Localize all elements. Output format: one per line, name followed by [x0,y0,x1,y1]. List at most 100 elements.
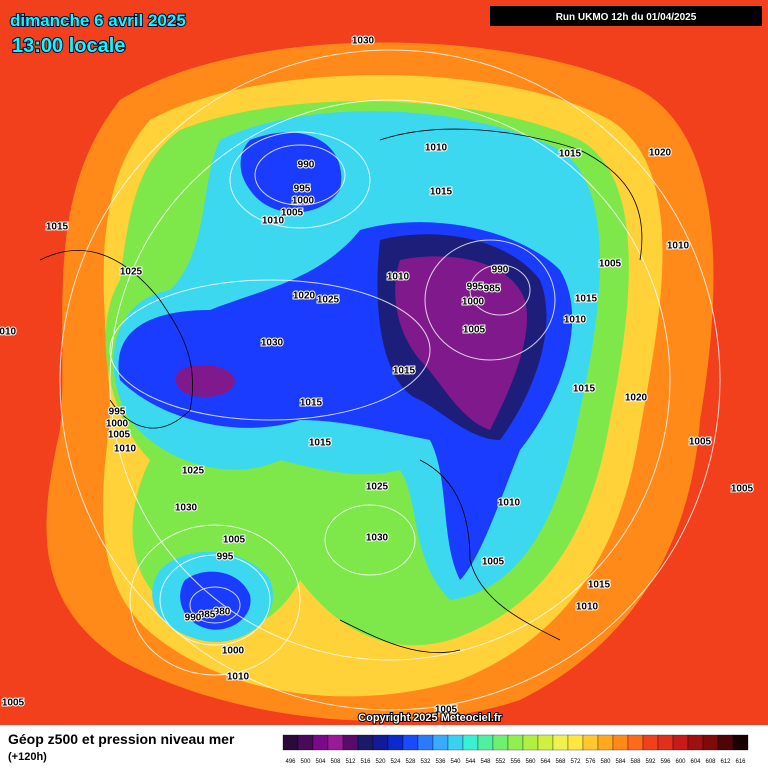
isobar-label: 1020 [293,291,316,302]
isobar-label: 1010 [262,216,285,227]
isobar-label: 1010 [498,498,521,509]
isobar-label: 1010 [564,315,587,326]
run-info: Run UKMO 12h du 01/04/2025 [556,12,697,23]
legend-swatch [342,734,359,751]
isobar-label: 1025 [120,267,143,278]
isobar-label: 1000 [462,297,485,308]
isobar-label: 1005 [223,535,246,546]
isobar-label: 1010 [227,672,250,683]
legend-swatch [447,734,464,751]
legend-swatch [372,734,389,751]
footer-title: Géop z500 et pression niveau mer [8,731,235,747]
isobar-label: 1010 [114,444,137,455]
legend-swatch [492,734,509,751]
legend-label: 576 [585,759,596,765]
isobar-label: 995 [217,552,234,563]
run-box [490,6,762,26]
legend-swatch [537,734,554,751]
purple-zone [395,256,527,430]
legend-swatch [312,734,329,751]
isobar-label: 1005 [731,484,754,495]
legend-swatch [657,734,674,751]
legend-label: 524 [390,759,401,765]
isobar-label: 1005 [2,698,25,709]
isobar-label: 1015 [300,398,323,409]
isobar-label: 1010 [425,143,448,154]
isobar-label: 1010 [576,602,599,613]
legend-swatch [432,734,449,751]
legend-label: 520 [375,759,386,765]
isobar-label: 985 [199,610,216,621]
legend-label: 504 [315,759,326,765]
isobar-label: 1010 [387,272,410,283]
coastlines [39,128,643,654]
isobar-label: 1020 [649,148,672,159]
legend-swatch [357,734,374,751]
isobar-label: 1000 [106,419,129,430]
isobar-label: 1000 [222,646,245,657]
legend-swatch [612,734,629,751]
map-date: dimanche 6 avril 2025 [10,11,186,30]
isobar-label: 1010 [0,327,17,338]
legend-label: 604 [690,759,701,765]
legend-swatch [687,734,704,751]
blue-low [180,571,251,630]
legend-swatch [582,734,599,751]
isobar-label: 990 [185,613,202,624]
isobar-label: 1015 [559,149,582,160]
isobar-label: 995 [109,407,126,418]
legend-label: 536 [435,759,446,765]
legend-swatch [402,734,419,751]
legend-label: 508 [330,759,341,765]
isobar-label: 1005 [463,325,486,336]
legend-swatch [717,734,734,751]
isobar-label: 1015 [46,222,69,233]
legend-swatch [672,734,689,751]
legend-label: 584 [615,759,626,765]
isobar-label: 1025 [182,466,205,477]
legend-swatch [642,734,659,751]
isobar-label: 1005 [281,208,304,219]
legend-swatch [462,734,479,751]
isobar-label: 1005 [599,259,622,270]
legend-label: 564 [540,759,551,765]
legend-swatch [387,734,404,751]
legend-label: 560 [525,759,536,765]
legend-swatch [297,734,314,751]
legend-label: 548 [480,759,491,765]
isobar-label: 1010 [667,241,690,252]
isobar-label: 1015 [309,438,332,449]
copyright: Copyright 2025 Meteociel.fr [358,712,502,724]
legend-swatch [282,734,299,751]
legend-label: 612 [720,759,731,765]
isobar-label: 1015 [573,384,596,395]
isobar-label: 1030 [366,533,389,544]
legend-label: 580 [600,759,611,765]
legend-label: 616 [735,759,746,765]
legend-label: 556 [510,759,521,765]
legend-label: 572 [570,759,581,765]
isobar-label: 995 [294,184,311,195]
isobar-label: 995 [467,282,484,293]
legend-label: 512 [345,759,356,765]
legend-label: 592 [645,759,656,765]
isobar-label: 1015 [393,366,416,377]
legend-swatch [627,734,644,751]
legend-label: 568 [555,759,566,765]
isobar-label: 1015 [575,294,598,305]
legend-label: 496 [285,759,296,765]
legend-swatch [522,734,539,751]
isobar-lines [59,49,721,711]
isobar-label: 1005 [108,430,131,441]
isobar-label: 985 [484,284,501,295]
isobar-label: 1030 [352,36,375,47]
isobar-label: 1005 [435,705,458,716]
legend-label: 596 [660,759,671,765]
legend-label: 600 [675,759,686,765]
legend-swatch [477,734,494,751]
legend-swatch [597,734,614,751]
isobar-label: 980 [214,607,231,618]
legend-swatch [552,734,569,751]
legend-label: 528 [405,759,416,765]
isobar-label: 1025 [366,482,389,493]
